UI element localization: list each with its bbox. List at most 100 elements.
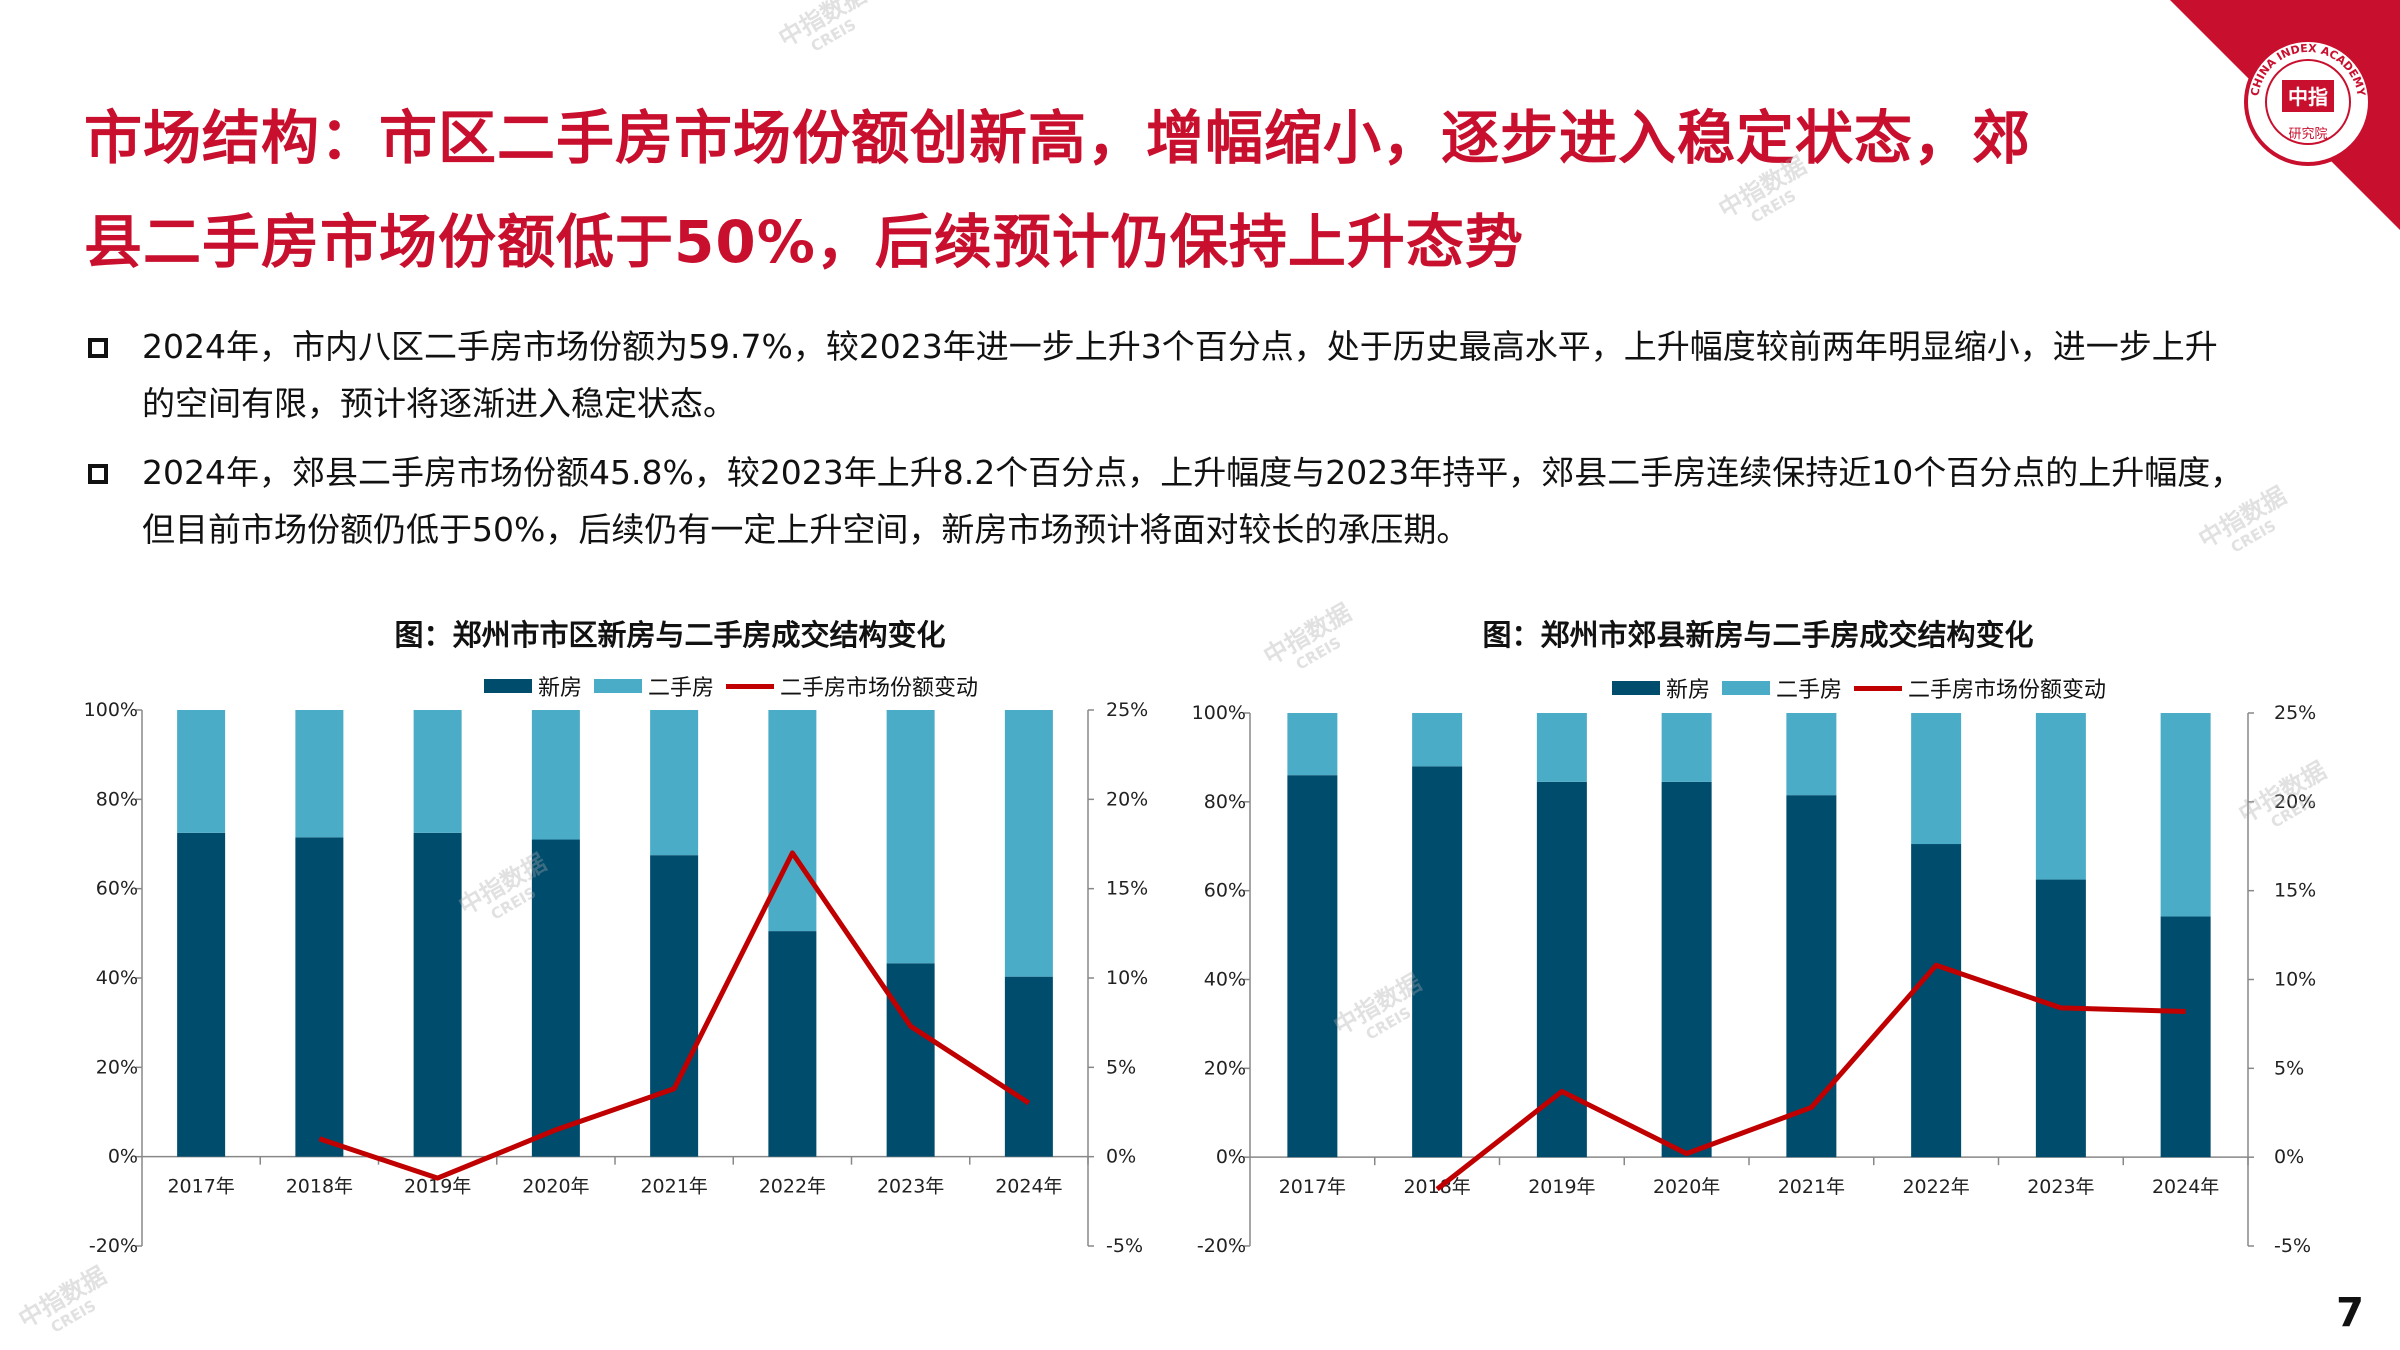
bar-second-hand [650,710,699,856]
watermark: 中指数据 CREIS [774,0,880,69]
right-tick-label: 20% [1106,788,1148,810]
right-tick-label: 0% [1106,1146,1136,1168]
bar-new-house [1287,775,1338,1158]
legend-item-share-change: 二手房市场份额变动 [1854,672,2106,704]
chart-title-urban: 图：郑州市市区新房与二手房成交结构变化 [394,618,946,652]
chart-legend-urban: 新房 二手房 二手房市场份额变动 [484,670,978,702]
logo-center-block [2282,80,2334,112]
left-tick-label: 100% [84,699,138,721]
chart-urban: 100% 80% 60% 40% 20% 0% -20% 25% 20% 15% 10% 5% 0% -5… [84,699,1149,1257]
bar-second-hand [1661,713,1712,782]
x-tick-label: 2022年 [759,1176,826,1198]
legend-item-second-hand: 二手房 [594,670,714,702]
bar-new-house [650,855,699,1157]
chart-title-suburban: 图：郑州市郊县新房与二手房成交结构变化 [1482,618,2034,652]
watermark: 中指数据 CREIS [14,1261,120,1350]
right-tick-label: 15% [1106,878,1148,900]
bullet-text-line: 2024年，市内八区二手房市场份额为59.7%，较2023年进一步上升3个百分点… [142,327,2218,366]
bar-new-house [1661,781,1712,1158]
bullet-square-icon [88,338,108,358]
x-tick-label: 2020年 [522,1176,589,1198]
x-tick-label: 2024年 [2152,1176,2219,1198]
bar-new-house [2160,916,2211,1158]
x-tick-label: 2020年 [1653,1176,1720,1198]
x-tick-label: 2021年 [1778,1176,1845,1198]
bar-new-house [886,963,935,1157]
bar-new-house [768,931,817,1157]
left-tick-label: -20% [89,1235,138,1257]
bar-new-house [1004,976,1053,1157]
x-tick-label: 2024年 [995,1176,1062,1198]
left-tick-label: 60% [96,878,138,900]
left-tick-label: 80% [1204,791,1246,813]
logo-center-text: 中指 [2288,85,2328,109]
legend-item-new-house: 新房 [484,670,582,702]
legend-item-second-hand: 二手房 [1722,672,1842,704]
watermark: 中指数据 CREIS [1259,598,1365,687]
x-tick-label: 2018年 [286,1176,353,1198]
chart-suburban: 100% 80% 60% 40% 20% 0% -20% 25% 20% 15% 10% 5% 0% -5… [1192,702,2317,1257]
legend-line-share-change [726,683,775,689]
bar-second-hand [1287,713,1338,776]
bar-new-house [2035,879,2086,1158]
bar-new-house [531,839,580,1157]
legend-label: 二手房市场份额变动 [1908,678,2107,703]
legend-label: 新房 [538,676,583,701]
bullet-item: 2024年，市内八区二手房市场份额为59.7%，较2023年进一步上升3个百分点… [84,318,2324,432]
logo-bottom-text: 研究院 [2288,127,2327,142]
bullet-text-line: 的空间有限，预计将逐渐进入稳定状态。 [142,384,736,423]
logo-inner-ring [2265,59,2351,145]
bar-second-hand [177,710,226,833]
x-tick-label: 2017年 [1279,1176,1346,1198]
bullet-item: 2024年，郊县二手房市场份额45.8%，较2023年上升8.2个百分点，上升幅… [84,444,2324,558]
right-tick-label: -5% [1106,1235,1143,1257]
bar-second-hand [886,710,935,964]
bar-second-hand [1004,710,1053,977]
bullet-square-icon [88,464,108,484]
legend-label: 二手房 [1776,678,1843,703]
right-tick-label: 10% [1106,967,1148,989]
legend-swatch-new-house [484,679,532,693]
bar-second-hand [1786,713,1837,796]
legend-line-share-change [1854,685,1903,691]
right-tick-label: 10% [2274,969,2316,991]
legend-item-new-house: 新房 [1612,672,1710,704]
right-tick-label: 25% [2274,702,2316,724]
legend-label: 二手房 [648,676,715,701]
left-tick-label: 40% [1204,969,1246,991]
x-tick-label: 2023年 [877,1176,944,1198]
bar-new-house [177,832,226,1157]
left-tick-label: 20% [96,1056,138,1078]
bar-second-hand [768,710,817,932]
legend-label: 二手房市场份额变动 [780,676,979,701]
bullet-list: 2024年，市内八区二手房市场份额为59.7%，较2023年进一步上升3个百分点… [84,318,2324,570]
x-tick-label: 2019年 [1528,1176,1595,1198]
right-tick-label: 5% [2274,1057,2304,1079]
legend-swatch-second-hand [594,679,643,693]
right-tick-label: 0% [2274,1146,2304,1168]
page-title-line-2: 县二手房市场份额低于50%，后续预计仍保持上升态势 [84,208,1524,276]
bar-second-hand [1412,713,1463,767]
bar-second-hand [413,710,462,833]
left-tick-label: 100% [1192,702,1246,724]
right-tick-label: -5% [2274,1235,2311,1257]
right-tick-label: 15% [2274,880,2316,902]
bullet-text-line: 2024年，郊县二手房市场份额45.8%，较2023年上升8.2个百分点，上升幅… [142,453,2244,492]
brand-corner-logo: CHINA INDEX ACADEMY 中指 研究院 [2170,0,2400,230]
bar-new-house [1786,795,1837,1158]
bar-new-house [1412,766,1463,1158]
legend-swatch-new-house [1612,681,1660,695]
right-tick-label: 20% [2274,791,2316,813]
chart-legend-suburban: 新房 二手房 二手房市场份额变动 [1612,672,2106,704]
bar-new-house [413,832,462,1157]
left-tick-label: -20% [1197,1235,1246,1257]
bar-new-house [1911,844,1962,1158]
x-tick-label: 2019年 [404,1176,471,1198]
x-tick-label: 2023年 [2027,1176,2094,1198]
bar-second-hand [295,710,344,838]
left-tick-label: 0% [108,1146,138,1168]
right-tick-label: 5% [1106,1056,1136,1078]
left-tick-label: 60% [1204,880,1246,902]
right-tick-label: 25% [1106,699,1148,721]
page-number: 7 [2336,1290,2364,1336]
